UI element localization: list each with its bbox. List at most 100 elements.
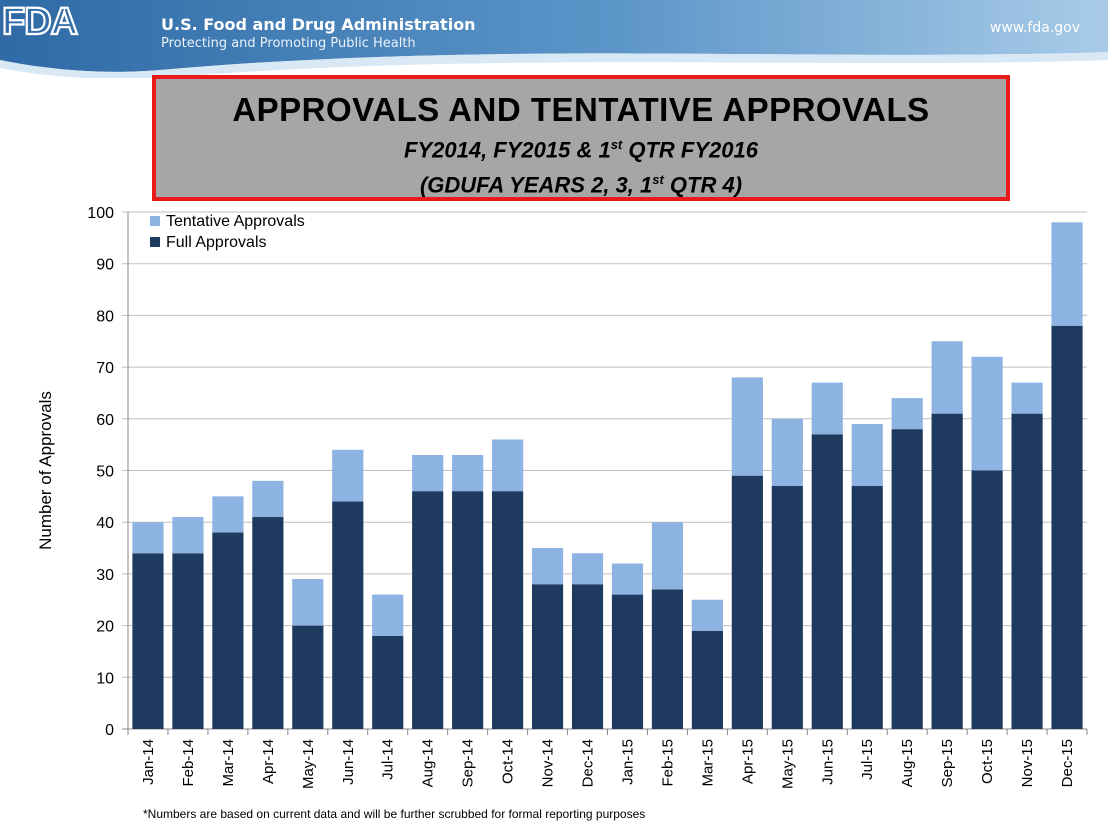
footnote: *Numbers are based on current data and w…	[143, 807, 646, 821]
x-tick-label: Oct-14	[500, 739, 517, 784]
website-link[interactable]: www.fda.gov	[989, 20, 1080, 36]
bar-tentative-approvals-may-14	[292, 579, 324, 626]
subtitle-2-text-a: (GDUFA YEARS 2, 3, 1	[419, 172, 653, 198]
subtitle-1-text-a: FY2014, FY2015 & 1	[404, 137, 611, 163]
bar-tentative-approvals-dec-14	[571, 553, 604, 585]
bar-full-approvals-sep-15	[931, 413, 963, 729]
chart-subtitle-line-2: (GDUFA YEARS 2, 3, 1st QTR 4)	[156, 166, 1006, 199]
bar-full-approvals-may-15	[771, 486, 803, 729]
bar-tentative-approvals-mar-15	[691, 599, 723, 631]
x-tick-label: Mar-14	[220, 739, 237, 787]
bar-tentative-approvals-nov-14	[531, 548, 564, 585]
x-tick-label: Jun-14	[340, 739, 357, 785]
bar-tentative-approvals-feb-14	[172, 517, 204, 554]
x-tick-label: May-15	[779, 739, 796, 789]
banner-background	[0, 0, 1108, 78]
subtitle-1-superscript: st	[610, 137, 623, 152]
bar-full-approvals-jun-15	[811, 434, 843, 729]
bar-tentative-approvals-apr-15	[731, 377, 763, 476]
bar-tentative-approvals-may-15	[771, 418, 803, 487]
bar-tentative-approvals-jul-15	[851, 423, 883, 487]
bar-full-approvals-oct-14	[492, 491, 524, 729]
y-tick-label: 0	[105, 722, 114, 739]
x-tick-label: Jan-15	[619, 739, 636, 785]
bar-tentative-approvals-jun-14	[332, 449, 364, 502]
bar-full-approvals-sep-14	[452, 491, 484, 729]
bar-tentative-approvals-aug-14	[412, 454, 444, 492]
fda-logo-icon: FDA	[1, 0, 80, 40]
bar-full-approvals-dec-15	[1051, 325, 1083, 729]
x-tick-label: Jan-14	[140, 739, 157, 785]
bar-full-approvals-aug-14	[412, 491, 444, 729]
y-tick-label: 80	[96, 308, 114, 325]
legend-label: Tentative Approvals	[166, 213, 305, 230]
legend-label: Full Approvals	[166, 234, 267, 251]
bar-tentative-approvals-dec-15	[1051, 222, 1083, 326]
bar-full-approvals-nov-14	[531, 584, 564, 729]
bar-full-approvals-jul-14	[372, 635, 404, 729]
bar-full-approvals-nov-15	[1011, 413, 1043, 729]
chart-title-box: APPROVALS AND TENTATIVE APPROVALS FY2014…	[152, 75, 1010, 201]
x-tick-label: Nov-15	[1019, 739, 1036, 787]
bar-full-approvals-jul-15	[851, 486, 883, 729]
y-tick-label: 70	[96, 360, 114, 377]
bar-tentative-approvals-oct-14	[492, 439, 524, 492]
y-tick-label: 50	[96, 464, 114, 481]
bar-tentative-approvals-nov-15	[1011, 382, 1043, 414]
x-tick-label: Feb-14	[180, 739, 197, 787]
subtitle-1-text-b: QTR FY2016	[622, 137, 758, 163]
bar-tentative-approvals-oct-15	[971, 356, 1003, 471]
bar-tentative-approvals-aug-15	[891, 398, 923, 430]
x-tick-label: Apr-15	[739, 739, 756, 784]
agency-tagline: Protecting and Promoting Public Health	[161, 36, 416, 51]
bar-full-approvals-mar-15	[691, 630, 723, 729]
bar-tentative-approvals-jul-14	[372, 594, 404, 636]
bar-tentative-approvals-feb-15	[651, 522, 684, 590]
bar-full-approvals-jan-14	[132, 553, 164, 729]
y-tick-label: 90	[96, 257, 114, 274]
bar-tentative-approvals-apr-14	[252, 480, 284, 518]
bar-tentative-approvals-jan-15	[611, 563, 644, 595]
bar-full-approvals-mar-14	[212, 532, 244, 729]
bar-tentative-approvals-jun-15	[811, 382, 843, 435]
x-tick-label: Jul-14	[380, 739, 397, 780]
chart-subtitle-line-1: FY2014, FY2015 & 1st QTR FY2016	[156, 131, 1006, 164]
x-tick-label: Sep-15	[939, 739, 956, 787]
bar-tentative-approvals-sep-14	[452, 454, 484, 492]
x-tick-label: Dec-15	[1059, 739, 1076, 787]
agency-name: U.S. Food and Drug Administration	[161, 15, 476, 34]
x-tick-label: Jun-15	[819, 739, 836, 785]
x-tick-label: Jul-15	[859, 739, 876, 780]
x-tick-label: Nov-14	[540, 739, 557, 787]
y-tick-label: 100	[87, 205, 114, 222]
y-tick-label: 60	[96, 412, 114, 429]
x-tick-label: Oct-15	[979, 739, 996, 784]
bar-tentative-approvals-jan-14	[132, 522, 164, 554]
bar-full-approvals-aug-15	[891, 429, 923, 729]
x-tick-label: Aug-14	[420, 739, 437, 787]
subtitle-2-superscript: st	[652, 172, 664, 188]
stacked-bar-chart: 0 10 20 30 40 50 60 70 80 90 100 Number of Approval…	[36, 205, 1088, 789]
bar-full-approvals-apr-15	[731, 475, 763, 729]
bar-tentative-approvals-mar-14	[212, 496, 244, 533]
legend-swatch	[150, 237, 160, 247]
y-tick-label: 10	[96, 670, 114, 687]
bar-full-approvals-may-14	[292, 625, 324, 729]
y-tick-label: 20	[96, 619, 114, 636]
bar-tentative-approvals-sep-15	[931, 341, 963, 414]
x-tick-label: Feb-15	[659, 739, 676, 787]
bar-full-approvals-dec-14	[571, 584, 604, 729]
bar-full-approvals-jun-14	[332, 501, 364, 729]
legend-swatch	[150, 216, 160, 226]
svg-text:FDA: FDA	[2, 1, 78, 40]
y-tick-label: 30	[96, 567, 114, 584]
subtitle-2-text-b: QTR 4)	[663, 172, 743, 198]
x-tick-label: May-14	[300, 739, 317, 789]
bar-full-approvals-oct-15	[971, 470, 1003, 729]
chart-title: APPROVALS AND TENTATIVE APPROVALS	[232, 91, 930, 128]
x-tick-label: Aug-15	[899, 739, 916, 787]
x-tick-label: Mar-15	[699, 739, 716, 787]
header-banner: FDA U.S. Food and Drug Administration Pr…	[0, 0, 1108, 78]
x-tick-label: Apr-14	[260, 739, 277, 784]
bar-full-approvals-jan-15	[611, 594, 644, 729]
